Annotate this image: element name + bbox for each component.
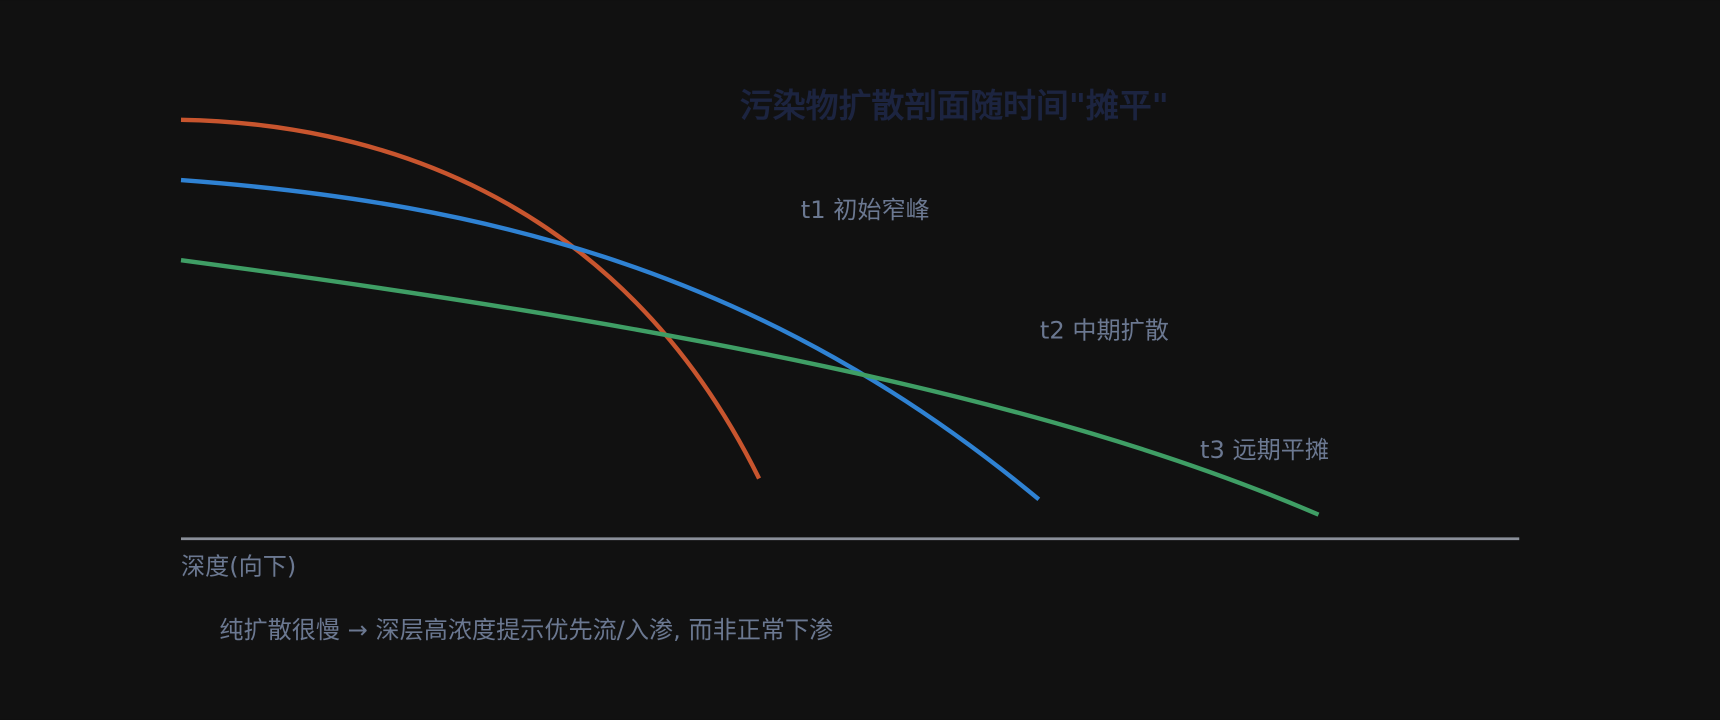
curve-label: t1 初始窄峰	[801, 196, 930, 224]
axis-label: 深度(向下)	[181, 552, 296, 580]
note: 纯扩散很慢 → 深层高浓度提示优先流/入渗, 而非正常下渗	[219, 616, 833, 644]
curve-t2	[180, 177, 1041, 501]
title: 污染物扩散剖面随时间"摊平"	[740, 86, 1169, 125]
curve-label: t3 远期平摊	[1200, 436, 1329, 464]
curve-label: t2 中期扩散	[1040, 316, 1169, 344]
curve-t1	[180, 117, 762, 480]
curve-t3	[180, 258, 1320, 517]
